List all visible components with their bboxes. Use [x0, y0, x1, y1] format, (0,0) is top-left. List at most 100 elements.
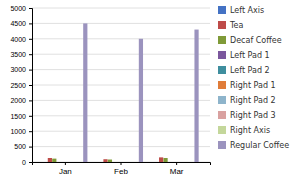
y-tick-label: 2000	[10, 97, 26, 104]
x-tick: Feb	[114, 162, 128, 176]
legend-label: Right Pad 2	[230, 96, 276, 105]
bar	[65, 162, 69, 163]
legend-label: Right Pad 3	[230, 111, 276, 120]
y-axis-line	[29, 9, 33, 163]
y-axis: 0 500 1000 1500 2000 2500 3000 3500 4000 4500 5000	[10, 5, 32, 166]
bar	[186, 162, 190, 163]
bar	[126, 162, 130, 163]
x-axis-line	[33, 163, 211, 166]
bar-series	[48, 157, 163, 162]
legend-swatch	[218, 66, 226, 74]
bar	[194, 30, 198, 162]
bar-series	[83, 23, 198, 162]
legend-item: Right Pad 3	[218, 111, 276, 120]
y-tick: 4500	[10, 20, 32, 27]
legend-label: Left Pad 2	[230, 66, 270, 75]
legend-label: Left Axis	[230, 6, 264, 15]
plot-area: Jan Feb Mar 0 500 1000 1500 2000 2500 3000 3500 400…	[10, 5, 210, 176]
y-tick: 2500	[10, 82, 32, 89]
y-tick-mark	[29, 39, 32, 40]
y-tick-mark	[29, 85, 32, 86]
legend-swatch	[218, 81, 226, 89]
bar	[134, 162, 138, 163]
y-tick-mark	[29, 131, 32, 132]
bar	[79, 162, 83, 163]
legend-swatch	[218, 6, 226, 14]
y-tick: 2000	[10, 97, 32, 104]
y-tick-label: 500	[14, 143, 26, 150]
bar	[163, 158, 167, 162]
grid	[32, 8, 210, 162]
bar	[130, 162, 134, 163]
legend-swatch	[218, 111, 226, 119]
legend-item: Left Pad 1	[218, 51, 270, 60]
bar	[177, 162, 181, 163]
y-tick-mark	[29, 147, 32, 148]
legend-item: Decaf Coffee	[218, 36, 282, 45]
bar	[181, 162, 185, 163]
bar	[117, 162, 121, 163]
bar	[190, 162, 194, 163]
bars	[48, 23, 199, 162]
bar	[83, 23, 87, 162]
y-tick-label: 4000	[10, 36, 26, 43]
legend-label: Right Axis	[230, 126, 270, 135]
legend-item: Regular Coffee	[218, 141, 289, 150]
chart: Jan Feb Mar 0 500 1000 1500 2000 2500 3000 3500 400…	[0, 0, 300, 180]
y-tick: 3500	[10, 51, 32, 58]
x-tick-label: Jan	[59, 167, 72, 176]
y-tick-label: 1500	[10, 113, 26, 120]
bar	[70, 162, 74, 163]
x-tick-mark	[176, 162, 177, 165]
legend-swatch	[218, 21, 226, 29]
grid-line	[32, 38, 210, 39]
y-tick-mark	[29, 54, 32, 55]
y-tick-label: 3000	[10, 66, 26, 73]
legend-swatch	[218, 126, 226, 134]
y-tick-mark	[29, 70, 32, 71]
bar	[103, 159, 107, 162]
grid-line	[32, 146, 210, 147]
grid-line	[32, 115, 210, 116]
legend-item: Right Pad 1	[218, 81, 276, 90]
legend-label: Regular Coffee	[230, 141, 289, 150]
bar	[43, 162, 47, 163]
grid-line	[32, 69, 210, 70]
x-tick: Mar	[170, 162, 184, 176]
bar-series	[52, 158, 167, 162]
bar	[155, 162, 159, 163]
bar	[108, 160, 112, 162]
y-tick: 1000	[10, 128, 32, 135]
bar	[61, 162, 65, 163]
bar	[52, 159, 56, 162]
y-tick-label: 1000	[10, 128, 26, 135]
grid-line	[32, 85, 210, 86]
y-tick-label: 3500	[10, 51, 26, 58]
legend: Left Axis Tea Decaf Coffee Left Pad 1 Left P…	[218, 6, 289, 150]
bar	[168, 162, 172, 163]
y-tick-mark	[29, 23, 32, 24]
y-tick: 4000	[10, 36, 32, 43]
legend-item: Tea	[218, 21, 243, 30]
y-tick-label: 4500	[10, 20, 26, 27]
grid-line	[32, 100, 210, 101]
bar	[139, 39, 143, 162]
bar	[48, 158, 52, 162]
legend-swatch	[218, 51, 226, 59]
legend-swatch	[218, 96, 226, 104]
legend-label: Decaf Coffee	[230, 36, 282, 45]
grid-line	[32, 8, 210, 9]
y-tick: 0	[22, 159, 32, 166]
bar	[74, 162, 78, 163]
legend-item: Right Axis	[218, 126, 270, 135]
bar	[112, 162, 116, 163]
y-tick-label: 5000	[10, 5, 26, 12]
y-tick-mark	[29, 116, 32, 117]
x-tick-mark	[65, 162, 66, 165]
y-tick-label: 2500	[10, 82, 26, 89]
bar	[121, 162, 125, 163]
y-tick: 3000	[10, 66, 32, 73]
bar	[172, 162, 176, 163]
legend-item: Right Pad 2	[218, 96, 276, 105]
x-axis: Jan Feb Mar	[33, 162, 211, 176]
